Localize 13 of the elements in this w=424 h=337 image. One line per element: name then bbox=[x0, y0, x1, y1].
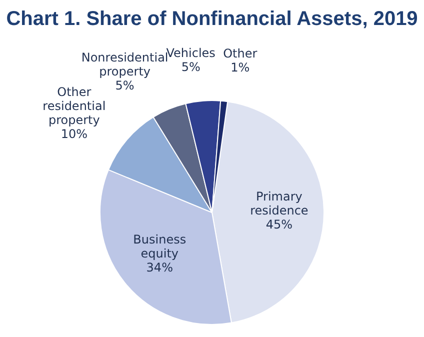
data-label: 5% bbox=[115, 78, 134, 92]
data-label: 34% bbox=[146, 260, 173, 275]
slice-label: Primary residence bbox=[250, 189, 308, 218]
data-label: 45% bbox=[266, 217, 293, 232]
slice-label: Other residential property bbox=[42, 85, 106, 128]
slice-label: Other bbox=[223, 46, 258, 61]
slice-label: Vehicles bbox=[166, 46, 216, 60]
chart-title: Chart 1. Share of Nonfinancial Assets, 2019 bbox=[5, 7, 419, 32]
data-label: 1% bbox=[230, 60, 250, 75]
slice-label: Nonresidential property bbox=[81, 50, 168, 78]
slice-label: Business equity bbox=[133, 232, 186, 261]
data-label: 5% bbox=[181, 60, 200, 74]
data-label: 10% bbox=[60, 127, 88, 142]
